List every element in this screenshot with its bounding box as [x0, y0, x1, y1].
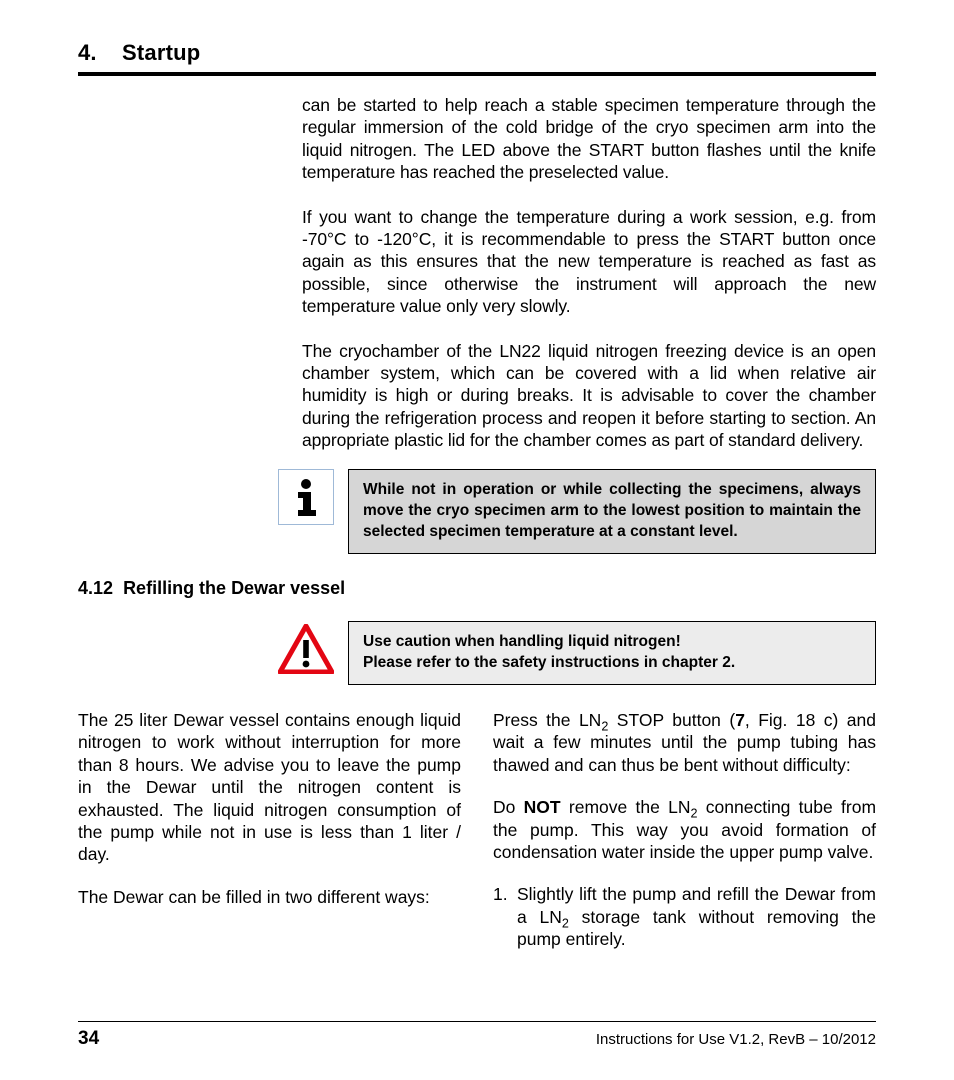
right-p1: Press the LN2 STOP button (7, Fig. 18 c)…	[493, 709, 876, 776]
info-callout: While not in operation or while collecti…	[278, 469, 876, 554]
intro-paragraph-3: The cryochamber of the LN22 liquid nitro…	[302, 340, 876, 452]
warning-note-box: Use caution when handling liquid nitroge…	[348, 621, 876, 685]
right-column: Press the LN2 STOP button (7, Fig. 18 c)…	[493, 709, 876, 951]
two-column-body: The 25 liter Dewar vessel contains enoug…	[78, 709, 876, 951]
list-number: 1.	[493, 883, 517, 950]
warning-line-1: Use caution when handling liquid nitroge…	[363, 633, 681, 650]
subscript-2: 2	[690, 807, 697, 821]
chapter-number: 4.	[78, 40, 97, 65]
warning-line-2: Please refer to the safety instructions …	[363, 654, 735, 671]
left-p2: The Dewar can be filled in two different…	[78, 886, 461, 908]
chapter-rule	[78, 72, 876, 76]
intro-text-block: can be started to help reach a stable sp…	[302, 94, 876, 451]
left-p1: The 25 liter Dewar vessel contains enoug…	[78, 709, 461, 866]
left-column: The 25 liter Dewar vessel contains enoug…	[78, 709, 461, 951]
right-p2: Do NOT remove the LN2 connecting tube fr…	[493, 796, 876, 863]
chapter-header: 4. Startup	[78, 40, 876, 72]
intro-paragraph-2: If you want to change the temperature du…	[302, 206, 876, 318]
section-number: 4.12	[78, 578, 113, 598]
footer-row: 34 Instructions for Use V1.2, RevB – 10/…	[78, 1028, 876, 1050]
list-text: Slightly lift the pump and refill the De…	[517, 883, 876, 950]
info-icon	[278, 469, 334, 525]
footer-rule	[78, 1021, 876, 1022]
warning-callout: Use caution when handling liquid nitroge…	[278, 621, 876, 685]
warning-icon	[278, 621, 334, 677]
page-number: 34	[78, 1028, 99, 1050]
section-heading: 4.12 Refilling the Dewar vessel	[78, 578, 876, 599]
section-title: Refilling the Dewar vessel	[123, 578, 345, 598]
footer-text: Instructions for Use V1.2, RevB – 10/201…	[596, 1031, 876, 1048]
info-note-box: While not in operation or while collecti…	[348, 469, 876, 554]
intro-paragraph-1: can be started to help reach a stable sp…	[302, 94, 876, 184]
right-list: 1. Slightly lift the pump and refill the…	[493, 883, 876, 950]
info-note-text: While not in operation or while collecti…	[363, 481, 861, 540]
page: 4. Startup can be started to help reach …	[0, 0, 954, 1080]
page-footer: 34 Instructions for Use V1.2, RevB – 10/…	[78, 1021, 876, 1050]
chapter-title: Startup	[122, 40, 200, 65]
list-item: 1. Slightly lift the pump and refill the…	[493, 883, 876, 950]
